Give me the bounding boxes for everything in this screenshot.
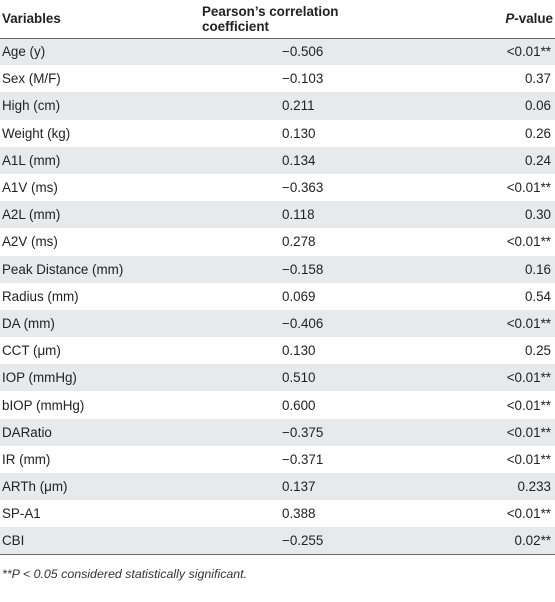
pvalue-cell: 0.24: [524, 152, 551, 168]
pvalue-cell: <0.01**: [506, 44, 551, 60]
variable-cell: SP-A1: [2, 506, 41, 522]
pvalue-cell: <0.01**: [506, 315, 551, 331]
variable-cell: IR (mm): [2, 451, 51, 467]
table-row: DARatio −0.375 <0.01**: [0, 418, 555, 446]
coefficient-cell: −0.375: [282, 424, 324, 440]
coefficient-cell: −0.255: [178, 527, 406, 556]
coefficient-cell: 0.600: [282, 397, 316, 413]
pvalue-cell: <0.01**: [506, 424, 551, 440]
table-row: Weight (kg) 0.130 0.26: [0, 119, 555, 147]
correlation-table-container: Variables Pearson’s correlation coeffici…: [0, 0, 555, 581]
coefficient-cell: −0.158: [282, 261, 324, 277]
table-row: ARTh (μm) 0.137 0.233: [0, 473, 555, 501]
coefficient-cell: 0.211: [282, 98, 315, 114]
correlation-table: Variables Pearson’s correlation coeffici…: [0, 0, 555, 556]
variable-cell: A2L (mm): [2, 207, 61, 223]
table-row: IOP (mmHg) 0.510 <0.01**: [0, 364, 555, 392]
pvalue-cell: 0.26: [524, 125, 551, 141]
variable-cell: A1L (mm): [2, 152, 61, 168]
pvalue-cell: 0.233: [517, 479, 551, 495]
variable-cell: Weight (kg): [2, 125, 71, 141]
table-row: bIOP (mmHg) 0.600 <0.01**: [0, 391, 555, 419]
pvalue-cell: <0.01**: [506, 180, 551, 196]
coefficient-cell: 0.278: [282, 234, 316, 250]
table-row: Age (y) −0.506 <0.01**: [0, 38, 555, 66]
table-row: A2L (mm) 0.118 0.30: [0, 201, 555, 229]
table-row: Sex (M/F) −0.103 0.37: [0, 65, 555, 93]
header-row: Variables Pearson’s correlation coeffici…: [0, 0, 555, 39]
pvalue-cell: 0.02**: [406, 527, 555, 556]
variable-cell: IOP (mmHg): [2, 370, 77, 386]
header-pvalue-suffix: -value: [514, 11, 553, 27]
table-row: DA (mm) −0.406 <0.01**: [0, 309, 555, 338]
variable-cell: bIOP (mmHg): [2, 397, 85, 413]
header-pvalue-label: P: [505, 11, 515, 27]
variable-cell: DARatio: [2, 424, 52, 440]
pvalue-cell: 0.37: [524, 71, 551, 87]
table-row: Radius (mm) 0.069 0.54: [0, 282, 555, 310]
coefficient-cell: −0.363: [282, 180, 324, 196]
header-pvalue: P-value: [406, 0, 555, 39]
pvalue-cell: <0.01**: [506, 451, 551, 467]
coefficient-cell: 0.130: [282, 125, 316, 141]
table-row: A2V (ms) 0.278 <0.01**: [0, 228, 555, 256]
table-row: A1L (mm) 0.134 0.24: [0, 146, 555, 174]
coefficient-cell: 0.388: [282, 506, 316, 522]
variable-cell: CCT (μm): [2, 343, 61, 359]
table-row: Peak Distance (mm) −0.158 0.16: [0, 255, 555, 283]
coefficient-cell: 0.069: [282, 288, 316, 304]
variable-cell: Radius (mm): [2, 288, 79, 304]
pvalue-cell: 0.06: [524, 98, 551, 114]
table-row: High (cm) 0.211 0.06: [0, 92, 555, 120]
coefficient-cell: −0.406: [282, 315, 324, 331]
table-row: A1V (ms) −0.363 <0.01**: [0, 173, 555, 202]
coefficient-cell: −0.371: [282, 451, 324, 467]
coefficient-cell: 0.510: [282, 370, 316, 386]
table-row: CBI −0.255 0.02**: [0, 527, 555, 556]
variable-cell: A1V (ms): [2, 180, 58, 196]
pvalue-cell: <0.01**: [506, 506, 551, 522]
variable-cell: DA (mm): [2, 315, 55, 331]
coefficient-cell: 0.118: [282, 207, 315, 223]
coefficient-cell: −0.103: [282, 71, 324, 87]
variable-cell: Age (y): [2, 44, 46, 60]
pvalue-cell: 0.25: [524, 343, 551, 359]
coefficient-cell: 0.134: [282, 152, 316, 168]
coefficient-cell: −0.506: [282, 44, 324, 60]
table-header: Variables Pearson’s correlation coeffici…: [0, 0, 555, 39]
pvalue-cell: 0.54: [524, 288, 551, 304]
header-variables: Variables: [0, 0, 178, 39]
variable-cell: CBI: [0, 527, 178, 556]
table-body: Age (y) −0.506 <0.01** Sex (M/F) −0.103 0.37 H…: [0, 38, 555, 556]
table-footnote: **P < 0.05 considered statistically sign…: [2, 567, 248, 582]
header-coefficient: Pearson’s correlation coefficient: [178, 0, 406, 39]
variable-cell: A2V (ms): [2, 234, 58, 250]
pvalue-cell: 0.16: [524, 261, 551, 277]
variable-cell: Peak Distance (mm): [2, 261, 124, 277]
variable-cell: High (cm): [2, 98, 61, 114]
table-row: IR (mm) −0.371 <0.01**: [0, 445, 555, 473]
coefficient-cell: 0.130: [282, 343, 316, 359]
pvalue-cell: <0.01**: [506, 234, 551, 250]
pvalue-cell: <0.01**: [506, 370, 551, 386]
table-row: SP-A1 0.388 <0.01**: [0, 500, 555, 528]
coefficient-cell: 0.137: [282, 479, 316, 495]
table-row: CCT (μm) 0.130 0.25: [0, 337, 555, 365]
pvalue-cell: 0.30: [524, 207, 551, 223]
pvalue-cell: <0.01**: [506, 397, 551, 413]
variable-cell: ARTh (μm): [2, 479, 68, 495]
variable-cell: Sex (M/F): [2, 71, 61, 87]
